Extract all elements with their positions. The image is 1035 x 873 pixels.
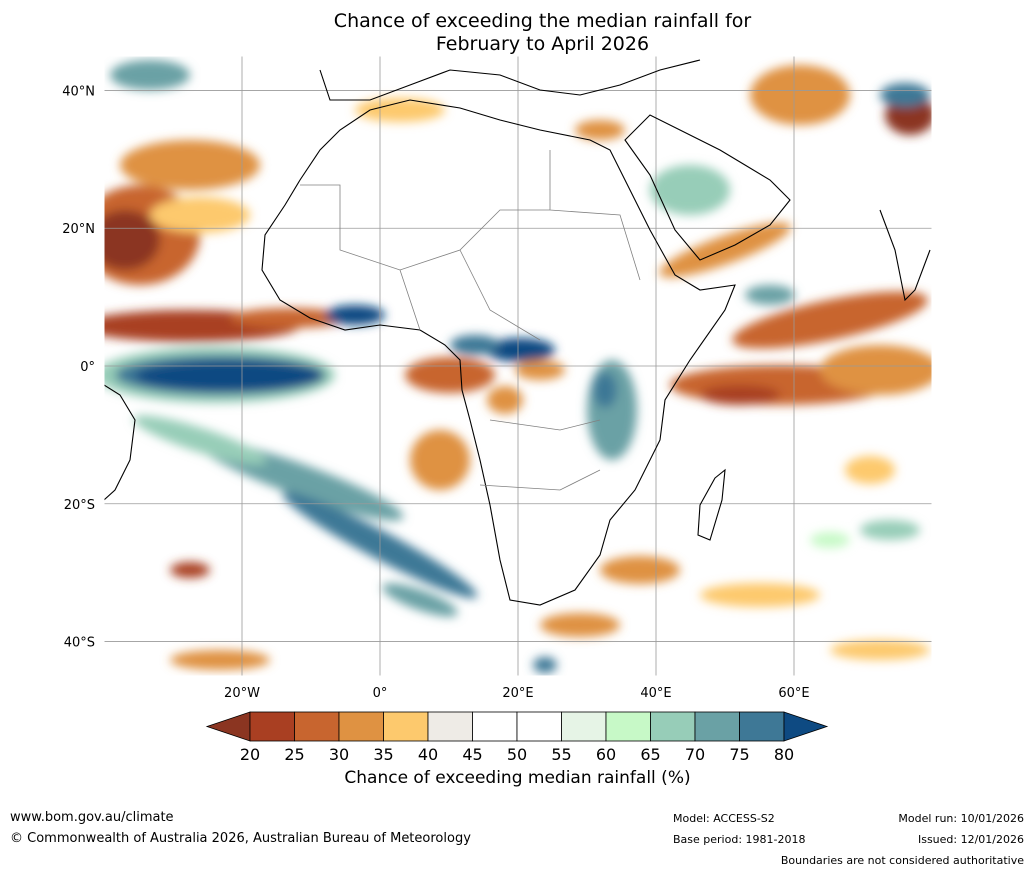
colorbar-swatch: [694, 711, 740, 742]
map-plot-area: [104, 56, 932, 676]
longitude-tick-label: 0°: [373, 686, 388, 701]
footer-copyright: © Commonwealth of Australia 2026, Austra…: [10, 831, 471, 846]
colorbar-swatch: [516, 711, 562, 742]
latitude-tick-label: 40°S: [64, 636, 95, 651]
map-title: Chance of exceeding the median rainfall …: [0, 10, 1035, 56]
colorbar-label: Chance of exceeding median rainfall (%): [344, 768, 691, 788]
longitude-tick-label: 20°E: [502, 686, 533, 701]
colorbar-swatch: [650, 711, 696, 742]
colorbar-swatch: [249, 711, 295, 742]
colorbar-over-arrow: [783, 711, 829, 742]
colorbar-swatch: [338, 711, 384, 742]
latitude-tick-label: 20°S: [64, 498, 95, 513]
india-coastline: [879, 209, 931, 302]
longitude-tick-label: 20°W: [224, 686, 260, 701]
latitude-labels: 40°N 20°N 0° 20°S 40°S: [62, 84, 95, 650]
footer-issued: Issued: 12/01/2026: [917, 833, 1024, 846]
graticule-lines: [104, 56, 932, 676]
africa-coastline: [261, 99, 736, 606]
latitude-tick-label: 40°N: [62, 84, 95, 99]
colorbar-tick-label: 80: [774, 745, 794, 764]
colorbar-tick-label: 50: [507, 745, 527, 764]
madagascar-coastline: [697, 468, 726, 541]
country-borders: [300, 150, 641, 491]
colorbar-under-arrow: [205, 711, 251, 742]
longitude-tick-label: 40°E: [640, 686, 671, 701]
south-america-coastline: [104, 384, 136, 501]
colorbar-tick-label: 65: [640, 745, 660, 764]
colorbar-tick-label: 40: [418, 745, 438, 764]
colorbar-tick-label: 60: [596, 745, 616, 764]
colorbar-tick-label: 75: [729, 745, 749, 764]
footer-website: www.bom.gov.au/climate: [10, 810, 174, 825]
colorbar-tick-label: 30: [329, 745, 349, 764]
colorbar-tick-label: 70: [685, 745, 705, 764]
colorbar-swatch: [383, 711, 429, 742]
colorbar-swatch: [561, 711, 607, 742]
footer-base-period: Base period: 1981-2018: [673, 833, 806, 846]
colorbar-tick-label: 45: [462, 745, 482, 764]
colorbar-tick-label: 55: [551, 745, 571, 764]
colorbar-swatch: [739, 711, 785, 742]
colorbar-swatch: [605, 711, 651, 742]
colorbar-tick-label: 20: [240, 745, 260, 764]
colorbar-tick-label: 35: [373, 745, 393, 764]
footer-disclaimer: Boundaries are not considered authoritat…: [780, 854, 1024, 867]
europe-coastline: [319, 59, 701, 101]
footer-model: Model: ACCESS-S2: [673, 812, 775, 825]
map-title-line1: Chance of exceeding the median rainfall …: [333, 10, 752, 32]
colorbar-tick-label: 25: [284, 745, 304, 764]
longitude-tick-label: 60°E: [778, 686, 809, 701]
colorbar-swatch: [427, 711, 473, 742]
longitude-labels: 20°W 0° 20°E 40°E 60°E: [224, 686, 810, 701]
latitude-tick-label: 0°: [80, 360, 95, 375]
colorbar: 20 25 30 35 40 45 50 55 60 65 70 75 80: [205, 711, 829, 764]
latitude-tick-label: 20°N: [62, 222, 95, 237]
footer-model-run: Model run: 10/01/2026: [898, 812, 1024, 825]
colorbar-swatch: [472, 711, 518, 742]
anomaly-patches: [104, 60, 932, 673]
colorbar-swatch: [294, 711, 340, 742]
map-title-line2: February to April 2026: [435, 33, 650, 55]
arabia-coastline: [624, 114, 791, 261]
